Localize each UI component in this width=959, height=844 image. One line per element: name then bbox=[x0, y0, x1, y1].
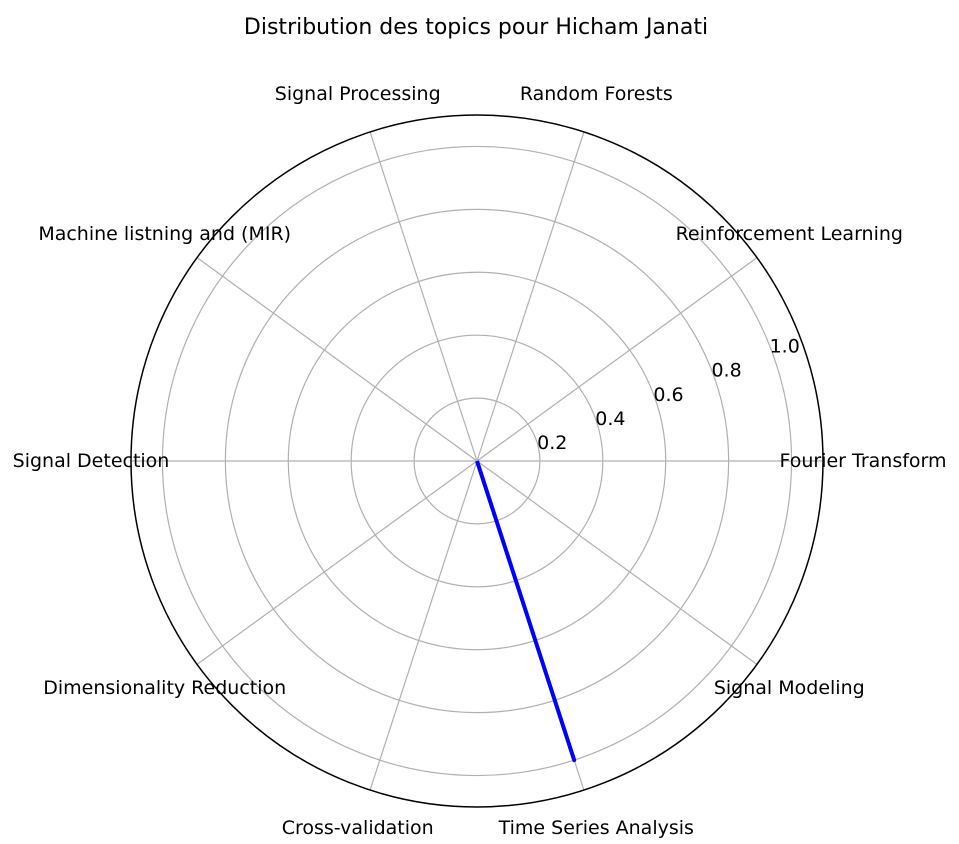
category-label-3: Signal Processing bbox=[275, 83, 441, 105]
category-labels: Fourier Transform Reinforcement Learning R… bbox=[13, 83, 947, 839]
category-label-4: Machine listning and (MIR) bbox=[38, 223, 291, 245]
category-label-9: Signal Modeling bbox=[714, 677, 865, 699]
category-label-5: Signal Detection bbox=[13, 450, 170, 472]
r-tick-label-4: 1.0 bbox=[770, 336, 800, 358]
radial-tick-labels: 0.2 0.4 0.6 0.8 1.0 bbox=[537, 336, 800, 454]
r-tick-label-0: 0.2 bbox=[537, 432, 567, 454]
chart-title: Distribution des topics pour Hicham Jana… bbox=[244, 15, 708, 40]
category-label-8: Time Series Analysis bbox=[498, 817, 694, 839]
r-tick-label-1: 0.4 bbox=[595, 408, 625, 430]
spoke-1 bbox=[476, 257, 758, 462]
grid-layer bbox=[130, 114, 824, 808]
spoke-2 bbox=[476, 131, 585, 462]
spoke-7 bbox=[369, 460, 478, 791]
category-label-7: Cross-validation bbox=[282, 817, 434, 839]
spoke-9 bbox=[476, 460, 758, 665]
category-label-6: Dimensionality Reduction bbox=[43, 677, 286, 699]
category-label-1: Reinforcement Learning bbox=[676, 223, 903, 245]
spoke-4 bbox=[196, 257, 478, 462]
r-tick-label-3: 0.8 bbox=[711, 360, 741, 382]
category-label-2: Random Forests bbox=[520, 83, 673, 105]
polar-frame bbox=[130, 114, 824, 808]
series-line-0 bbox=[475, 460, 577, 763]
r-tick-label-2: 0.6 bbox=[653, 384, 683, 406]
spoke-6 bbox=[196, 460, 478, 665]
category-label-0: Fourier Transform bbox=[779, 450, 946, 472]
spoke-3 bbox=[369, 131, 478, 462]
series-layer bbox=[475, 460, 577, 763]
